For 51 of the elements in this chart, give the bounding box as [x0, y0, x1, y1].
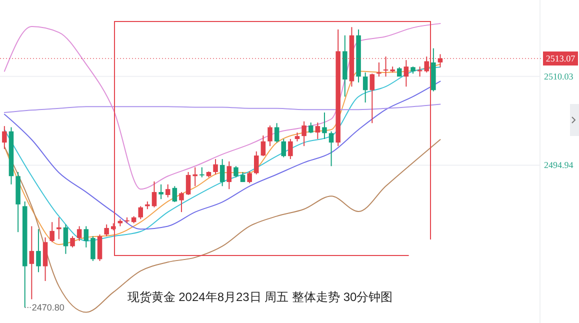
- candlestick: [220, 158, 225, 187]
- text: 现货黄金 2024年8月23日 周五 整体走势 30分钟图: [127, 290, 393, 304]
- candlestick: [247, 170, 252, 184]
- candlestick: [274, 122, 280, 144]
- candlestick: [302, 120, 306, 147]
- candlestick: [417, 66, 422, 78]
- candlestick: [281, 138, 286, 158]
- line-series: [4, 23, 441, 190]
- candlestick: [438, 54, 443, 68]
- candlestick: [328, 130, 334, 167]
- annotation: 2470.80: [32, 302, 64, 313]
- candlestick: [288, 138, 293, 160]
- candlestick: [90, 236, 96, 262]
- candlestick: [308, 122, 314, 134]
- candlestick: [226, 160, 232, 190]
- candlestick: [158, 184, 164, 200]
- candlestick: [186, 172, 191, 196]
- line-series: [4, 104, 441, 114]
- candlestick: [260, 134, 266, 157]
- candlestick: [138, 206, 143, 220]
- candlestick: [200, 166, 204, 178]
- candlestick: [36, 228, 41, 273]
- candlestick: [172, 186, 178, 203]
- candlestick: [268, 124, 272, 147]
- candlestick: [29, 226, 34, 300]
- candlestick: [152, 180, 157, 208]
- y-tick-label: 2494.94: [544, 160, 574, 170]
- candlestick: [383, 56, 388, 78]
- candlestick: [97, 234, 102, 262]
- candlestick: [254, 150, 259, 175]
- candlestick: [70, 236, 75, 248]
- candlestick: [234, 166, 238, 178]
- candlestick: [376, 62, 382, 78]
- candlestick: [2, 126, 7, 150]
- candlestick: [63, 224, 68, 254]
- candlestick: [179, 192, 184, 213]
- candlestick: [362, 72, 368, 103]
- ref-line-label: 2513.07: [546, 54, 576, 64]
- candlestick: [404, 60, 409, 88]
- candlestick: [322, 112, 327, 140]
- candlestick: [50, 222, 54, 243]
- line-series: [4, 139, 441, 313]
- candlestick: [104, 224, 109, 237]
- candlestick: [165, 184, 170, 198]
- candlestick: [213, 158, 218, 175]
- candlestick: [315, 122, 320, 140]
- y-tick-label: 2510.03: [544, 71, 574, 82]
- candlestick: [424, 56, 430, 73]
- candlestick: [370, 73, 375, 124]
- candlestick: [76, 226, 82, 242]
- candlestick: [84, 226, 89, 248]
